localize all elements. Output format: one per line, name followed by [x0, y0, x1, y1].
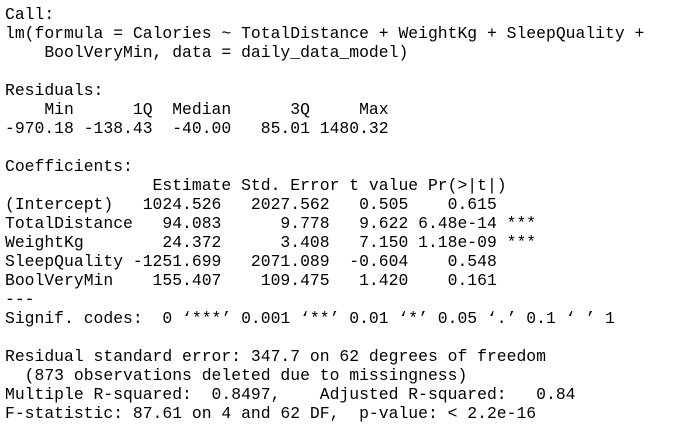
output-line: Call:: [5, 5, 55, 24]
output-line: Residual standard error: 347.7 on 62 deg…: [5, 347, 546, 366]
output-line: (Intercept) 1024.526 2027.562 0.505 0.61…: [5, 195, 537, 214]
output-block: Residual standard error: 347.7 on 62 deg…: [5, 347, 681, 423]
output-line: (873 observations deleted due to missing…: [5, 366, 468, 385]
output-line: SleepQuality -1251.699 2071.089 -0.604 0…: [5, 252, 537, 271]
output-line: Min 1Q Median 3Q Max: [5, 100, 399, 119]
output-line: Residuals:: [5, 81, 104, 100]
output-line: WeightKg 24.372 3.408 7.150 1.18e-09 ***: [5, 233, 537, 252]
output-line: Signif. codes: 0 ‘***’ 0.001 ‘**’ 0.01 ‘…: [5, 309, 615, 328]
output-line: ---: [5, 290, 35, 309]
output-line: BoolVeryMin, data = daily_data_model): [5, 43, 409, 62]
output-line: BoolVeryMin 155.407 109.475 1.420 0.161: [5, 271, 537, 290]
output-block: Call: lm(formula = Calories ~ TotalDistan…: [5, 5, 681, 62]
output-line: Estimate Std. Error t value Pr(>|t|): [5, 176, 546, 195]
output-line: F-statistic: 87.61 on 4 and 62 DF, p-val…: [5, 404, 537, 423]
output-block: Coefficients: Estimate Std. Error t valu…: [5, 157, 681, 328]
output-block: Residuals: Min 1Q Median 3Q Max -970.18 …: [5, 81, 681, 138]
output-line: lm(formula = Calories ~ TotalDistance + …: [5, 24, 655, 43]
output-line: TotalDistance 94.083 9.778 9.622 6.48e-1…: [5, 214, 537, 233]
output-line: Multiple R-squared: 0.8497, Adjusted R-s…: [5, 385, 586, 404]
output-line: Coefficients:: [5, 157, 133, 176]
output-line: -970.18 -138.43 -40.00 85.01 1480.32: [5, 119, 399, 138]
